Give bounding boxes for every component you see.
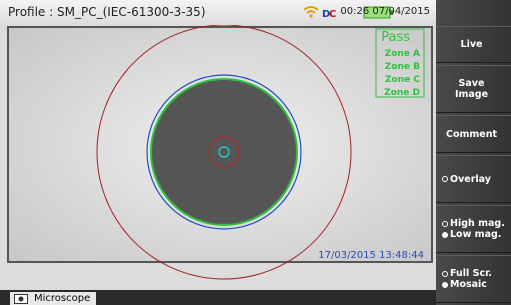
result: Pass [381,30,410,45]
timestamp: 17/03/2015 13:48:44 [318,250,424,261]
status-bar: Profile : SM_PC_(IEC-61300-3-35) D C 00:… [0,0,436,25]
radio [442,221,448,227]
screen: Profile : SM_PC_(IEC-61300-3-35) D C 00:… [0,0,511,305]
button-label: Comment [446,129,497,140]
zone-label: Zone A [385,49,420,59]
microscope-view: Pass Zone A Zone B Zone C Zone D 17/03/2015… [0,25,436,290]
zone-label: Zone D [384,88,420,98]
button-label: Mosaic [450,279,487,290]
svg-text:C: C [329,9,336,20]
radio [442,176,448,182]
side-button[interactable]: High mag.Low mag. [436,205,511,253]
zone-label: Zone B [385,62,420,72]
button-label: Live [461,39,483,50]
button-label: Image [455,89,488,100]
side-button[interactable]: Full Scr.Mosaic [436,255,511,303]
button-label: Low mag. [450,229,501,240]
radio [442,282,448,288]
profile: Profile : SM_PC_(IEC-61300-3-35) [8,5,206,19]
clock: 00:26 07/04/2015 [340,6,430,17]
zone-label: Zone C [385,75,420,85]
side-button[interactable]: Overlay [436,155,511,203]
button-label: Overlay [450,174,491,185]
button-label: Full Scr. [450,268,492,279]
radio [442,232,448,238]
side-button[interactable]: Live [436,26,511,63]
side-button[interactable]: Comment [436,115,511,153]
radio [442,271,448,277]
button-label: Save [459,78,485,89]
tab-label: Microscope [34,293,90,304]
tab[interactable]: Microscope [10,292,96,305]
button-label: High mag. [450,218,505,229]
